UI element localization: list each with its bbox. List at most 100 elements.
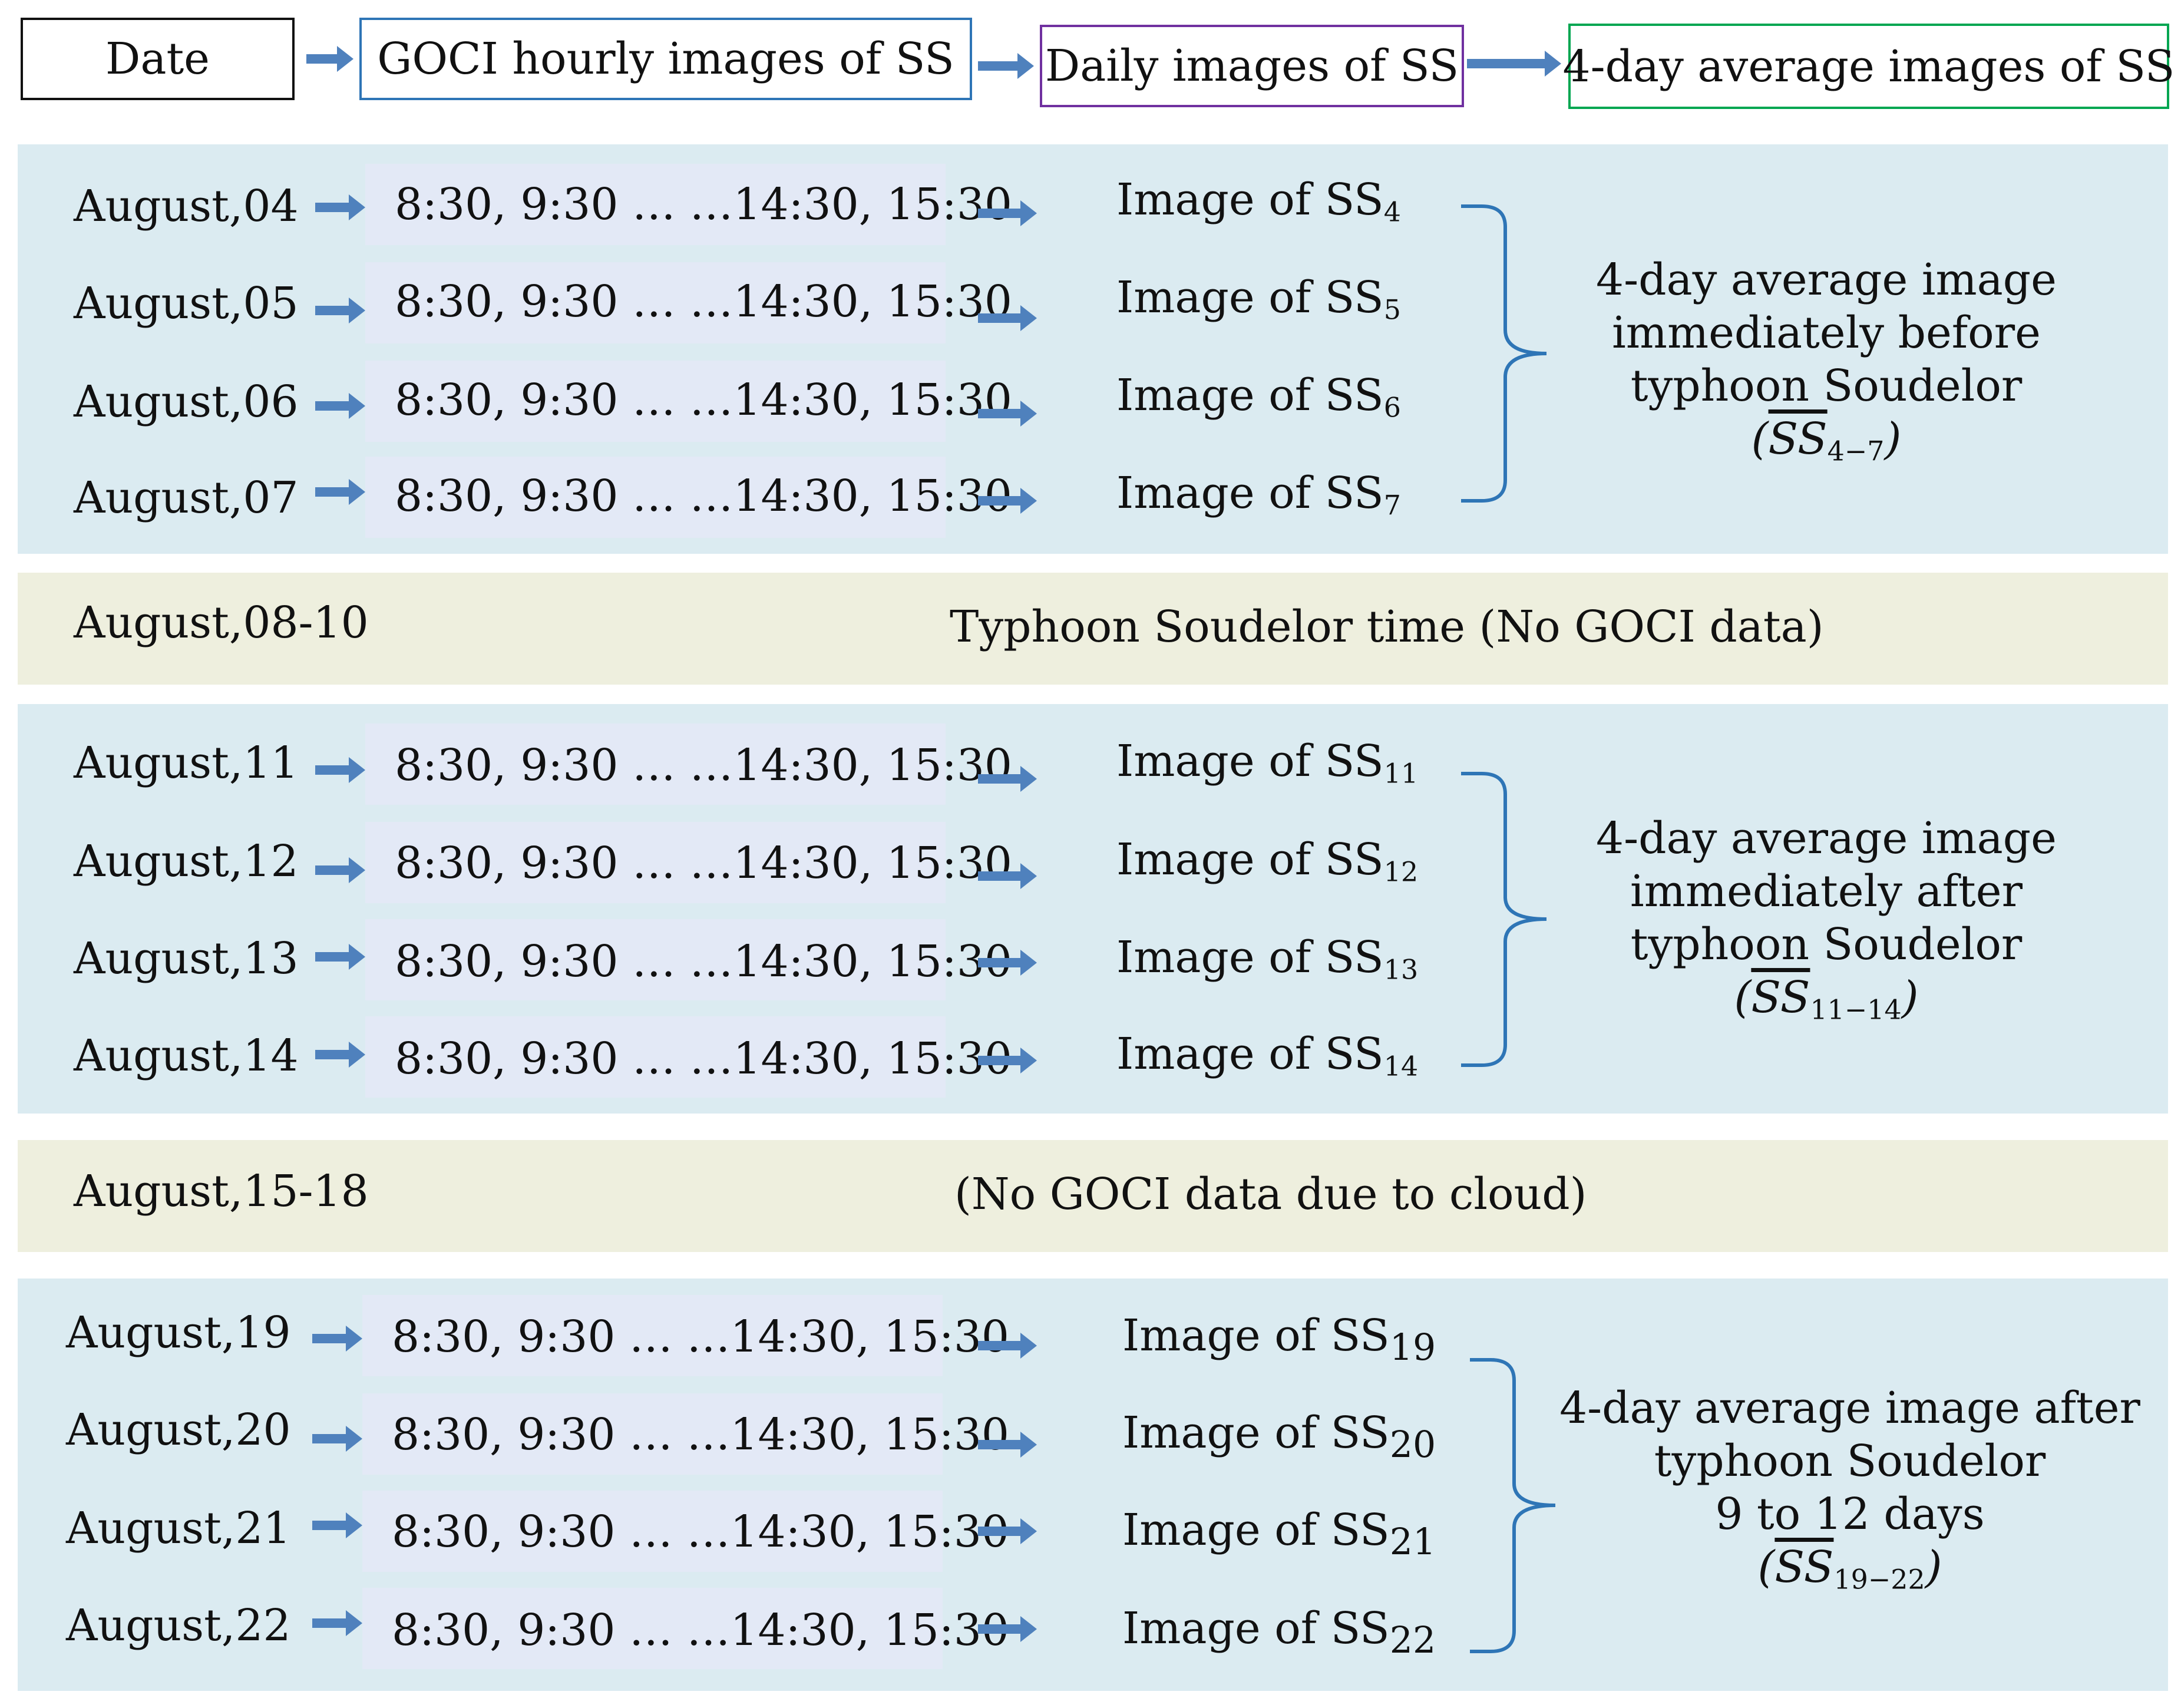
gap-note-2: (No GOCI data due to cloud) — [954, 1169, 1587, 1220]
arrow-right-icon — [315, 1042, 365, 1068]
summary-line: typhoon Soudelor — [1654, 1436, 2046, 1486]
header-hourly-label: GOCI hourly images of SS — [377, 34, 954, 84]
arrow-right-icon — [312, 1426, 362, 1452]
curly-brace-icon — [1461, 772, 1547, 1067]
hourly-times: 8:30, 9:30 … …14:30, 15:30 — [395, 838, 1012, 888]
arrow-right-icon — [978, 1616, 1037, 1642]
hourly-times: 8:30, 9:30 … …14:30, 15:30 — [395, 375, 1012, 425]
arrow-right-icon — [978, 1333, 1037, 1359]
header-hourly-box: GOCI hourly images of SS — [359, 18, 972, 100]
arrow-right-icon — [312, 1610, 362, 1636]
date-label: August,13 — [74, 933, 299, 984]
header-arrow-2 — [978, 53, 1034, 79]
arrow-right-icon — [978, 401, 1037, 427]
header-average-label: 4-day average images of SS — [1562, 41, 2175, 92]
date-label: August,21 — [66, 1503, 291, 1554]
header-arrow-1 — [306, 46, 353, 72]
date-label: August,05 — [74, 278, 299, 329]
arrow-right-icon — [315, 944, 365, 970]
daily-image-label: Image of SS7 — [1116, 468, 1401, 521]
summary-line: immediately before — [1612, 308, 2041, 358]
date-label: August,14 — [74, 1030, 299, 1081]
daily-image-label: Image of SS4 — [1116, 174, 1401, 228]
daily-image-label: Image of SS19 — [1122, 1310, 1436, 1369]
summary-formula: (SS19−22) — [1757, 1542, 1942, 1595]
time-slot — [365, 262, 946, 343]
arrow-right-icon — [315, 393, 365, 419]
header-date-box: Date — [21, 18, 295, 100]
arrow-right-icon — [315, 857, 365, 883]
arrow-right-icon — [315, 194, 365, 220]
arrow-right-icon — [978, 488, 1037, 514]
arrow-right-icon — [978, 200, 1037, 226]
summary-text: 4-day average image immediately before t… — [1552, 253, 2100, 465]
time-slot — [365, 457, 946, 538]
date-label: August,07 — [74, 473, 299, 523]
header-daily-box: Daily images of SS — [1040, 25, 1464, 107]
arrow-right-icon — [978, 950, 1037, 976]
time-slot — [362, 1588, 943, 1669]
time-slot — [365, 1016, 946, 1098]
arrow-right-icon — [978, 863, 1037, 889]
hourly-times: 8:30, 9:30 … …14:30, 15:30 — [395, 740, 1012, 791]
gap-date-2: August,15-18 — [74, 1166, 369, 1217]
summary-formula: (SS4−7) — [1751, 414, 1902, 467]
summary-text: 4-day average image immediately after ty… — [1552, 812, 2100, 1024]
gap-note-1: Typhoon Soudelor time (No GOCI data) — [950, 602, 1824, 652]
date-label: August,11 — [74, 738, 299, 788]
summary-line: 9 to 12 days — [1715, 1489, 1985, 1539]
daily-image-label: Image of SS21 — [1122, 1505, 1436, 1563]
hourly-times: 8:30, 9:30 … …14:30, 15:30 — [395, 936, 1012, 987]
summary-line: immediately after — [1630, 866, 2023, 917]
gap-band-2 — [18, 1140, 2168, 1252]
arrow-right-icon — [978, 1518, 1037, 1544]
arrow-right-icon — [312, 1512, 362, 1538]
hourly-times: 8:30, 9:30 … …14:30, 15:30 — [395, 1033, 1012, 1084]
summary-line: 4-day average image — [1596, 813, 2057, 864]
time-slot — [365, 919, 946, 1000]
date-label: August,04 — [74, 181, 299, 232]
time-slot — [362, 1491, 943, 1572]
date-label: August,06 — [74, 376, 299, 427]
daily-image-label: Image of SS11 — [1116, 736, 1419, 789]
arrow-right-icon — [978, 766, 1037, 792]
daily-image-label: Image of SS13 — [1116, 932, 1419, 986]
gap-band-1 — [18, 573, 2168, 685]
summary-line: 4-day average image — [1596, 255, 2057, 305]
arrow-right-icon — [315, 757, 365, 783]
arrow-right-icon — [978, 1048, 1037, 1073]
hourly-times: 8:30, 9:30 … …14:30, 15:30 — [395, 276, 1012, 327]
hourly-times: 8:30, 9:30 … …14:30, 15:30 — [392, 1507, 1009, 1557]
header-arrow-3 — [1467, 51, 1561, 77]
header-daily-label: Daily images of SS — [1045, 41, 1459, 91]
summary-formula: (SS11−14) — [1734, 972, 1919, 1026]
summary-text: 4-day average image after typhoon Soudel… — [1549, 1382, 2150, 1594]
daily-image-label: Image of SS20 — [1122, 1408, 1436, 1466]
daily-image-label: Image of SS6 — [1116, 370, 1401, 424]
summary-line: typhoon Soudelor — [1630, 919, 2023, 970]
curly-brace-icon — [1470, 1358, 1556, 1653]
date-label: August,12 — [74, 836, 299, 887]
hourly-times: 8:30, 9:30 … …14:30, 15:30 — [395, 471, 1012, 521]
hourly-times: 8:30, 9:30 … …14:30, 15:30 — [395, 179, 1012, 230]
time-slot — [365, 361, 946, 442]
arrow-right-icon — [315, 479, 365, 505]
header-date-label: Date — [105, 34, 210, 84]
time-slot — [365, 723, 946, 805]
daily-image-label: Image of SS5 — [1116, 272, 1401, 326]
date-label: August,19 — [66, 1307, 291, 1358]
summary-line: 4-day average image after — [1559, 1383, 2140, 1433]
header-average-box: 4-day average images of SS — [1563, 24, 2175, 109]
summary-line: typhoon Soudelor — [1630, 361, 2023, 411]
hourly-times: 8:30, 9:30 … …14:30, 15:30 — [392, 1409, 1009, 1460]
daily-image-label: Image of SS12 — [1116, 834, 1419, 888]
time-slot — [362, 1295, 943, 1376]
hourly-times: 8:30, 9:30 … …14:30, 15:30 — [392, 1605, 1009, 1656]
time-slot — [365, 822, 946, 903]
curly-brace-icon — [1461, 204, 1547, 503]
arrow-right-icon — [312, 1326, 362, 1352]
arrow-right-icon — [978, 305, 1037, 331]
time-slot — [362, 1393, 943, 1475]
date-label: August,20 — [66, 1405, 291, 1455]
daily-image-label: Image of SS14 — [1116, 1029, 1419, 1082]
